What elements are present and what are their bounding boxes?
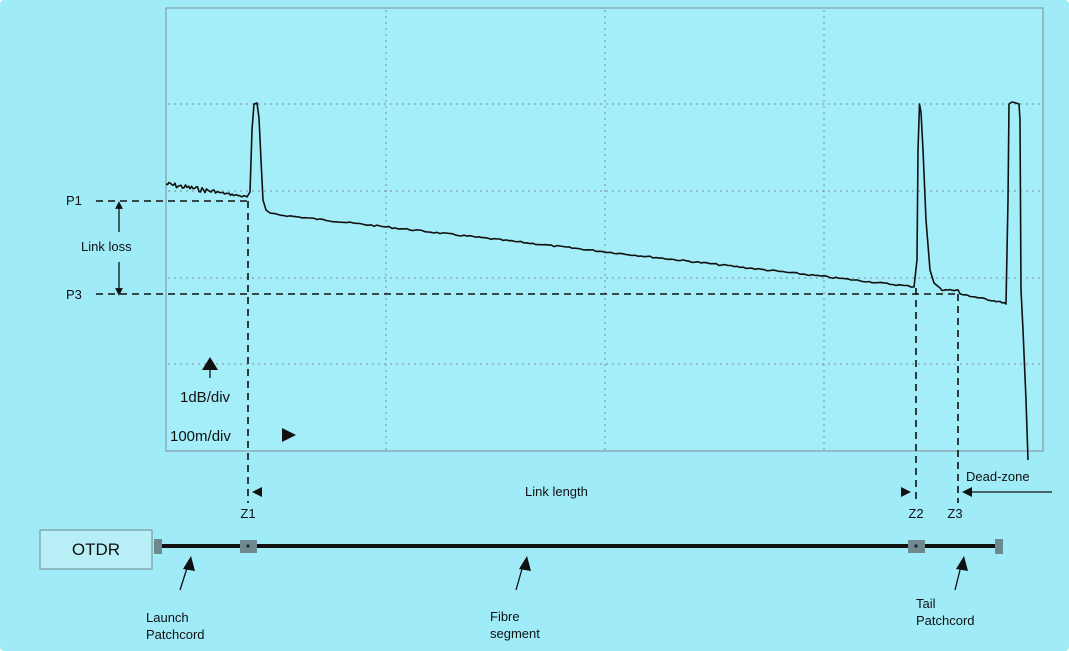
fibre-segment-label-line1: Fibre <box>490 609 520 624</box>
link-length-label: Link length <box>525 484 588 499</box>
p3-label: P3 <box>66 287 82 302</box>
z2-label: Z2 <box>908 506 923 521</box>
db-scale-arrow-icon <box>202 357 218 370</box>
otdr-label: OTDR <box>72 540 120 559</box>
p1-label: P1 <box>66 193 82 208</box>
trace-grid <box>168 10 1041 450</box>
tail-patchcord-label-line2: Patchcord <box>916 613 975 628</box>
launch-patchcord-label-line2: Patchcord <box>146 627 205 642</box>
link-loss-label: Link loss <box>81 239 132 254</box>
fibre-pointer-icon <box>519 556 531 571</box>
tail-pointer-icon <box>956 556 968 571</box>
otdr-instrument-box <box>39 529 153 570</box>
otdr-port-connector <box>154 539 162 554</box>
tail-end-connector <box>995 539 1003 554</box>
trace-screen <box>165 7 1044 452</box>
tail-patchcord-label-line1: Tail <box>916 596 936 611</box>
db-per-div-label: 1dB/div <box>180 389 231 406</box>
launch-pointer-icon <box>183 556 195 571</box>
otdr-trace <box>165 101 1029 461</box>
z2-arrow-icon <box>901 487 911 497</box>
launch-patchcord-label-line1: Launch <box>146 610 189 625</box>
z3-label: Z3 <box>947 506 962 521</box>
z1-label: Z1 <box>240 506 255 521</box>
m-per-div-label: 100m/div <box>170 428 231 445</box>
fibre-segment-label-line2: segment <box>490 626 540 641</box>
distance-scale-arrow-icon <box>282 428 296 442</box>
dead-zone-arrow-icon <box>962 487 972 497</box>
dead-zone-label: Dead-zone <box>966 469 1030 484</box>
z1-arrow-icon <box>252 487 262 497</box>
